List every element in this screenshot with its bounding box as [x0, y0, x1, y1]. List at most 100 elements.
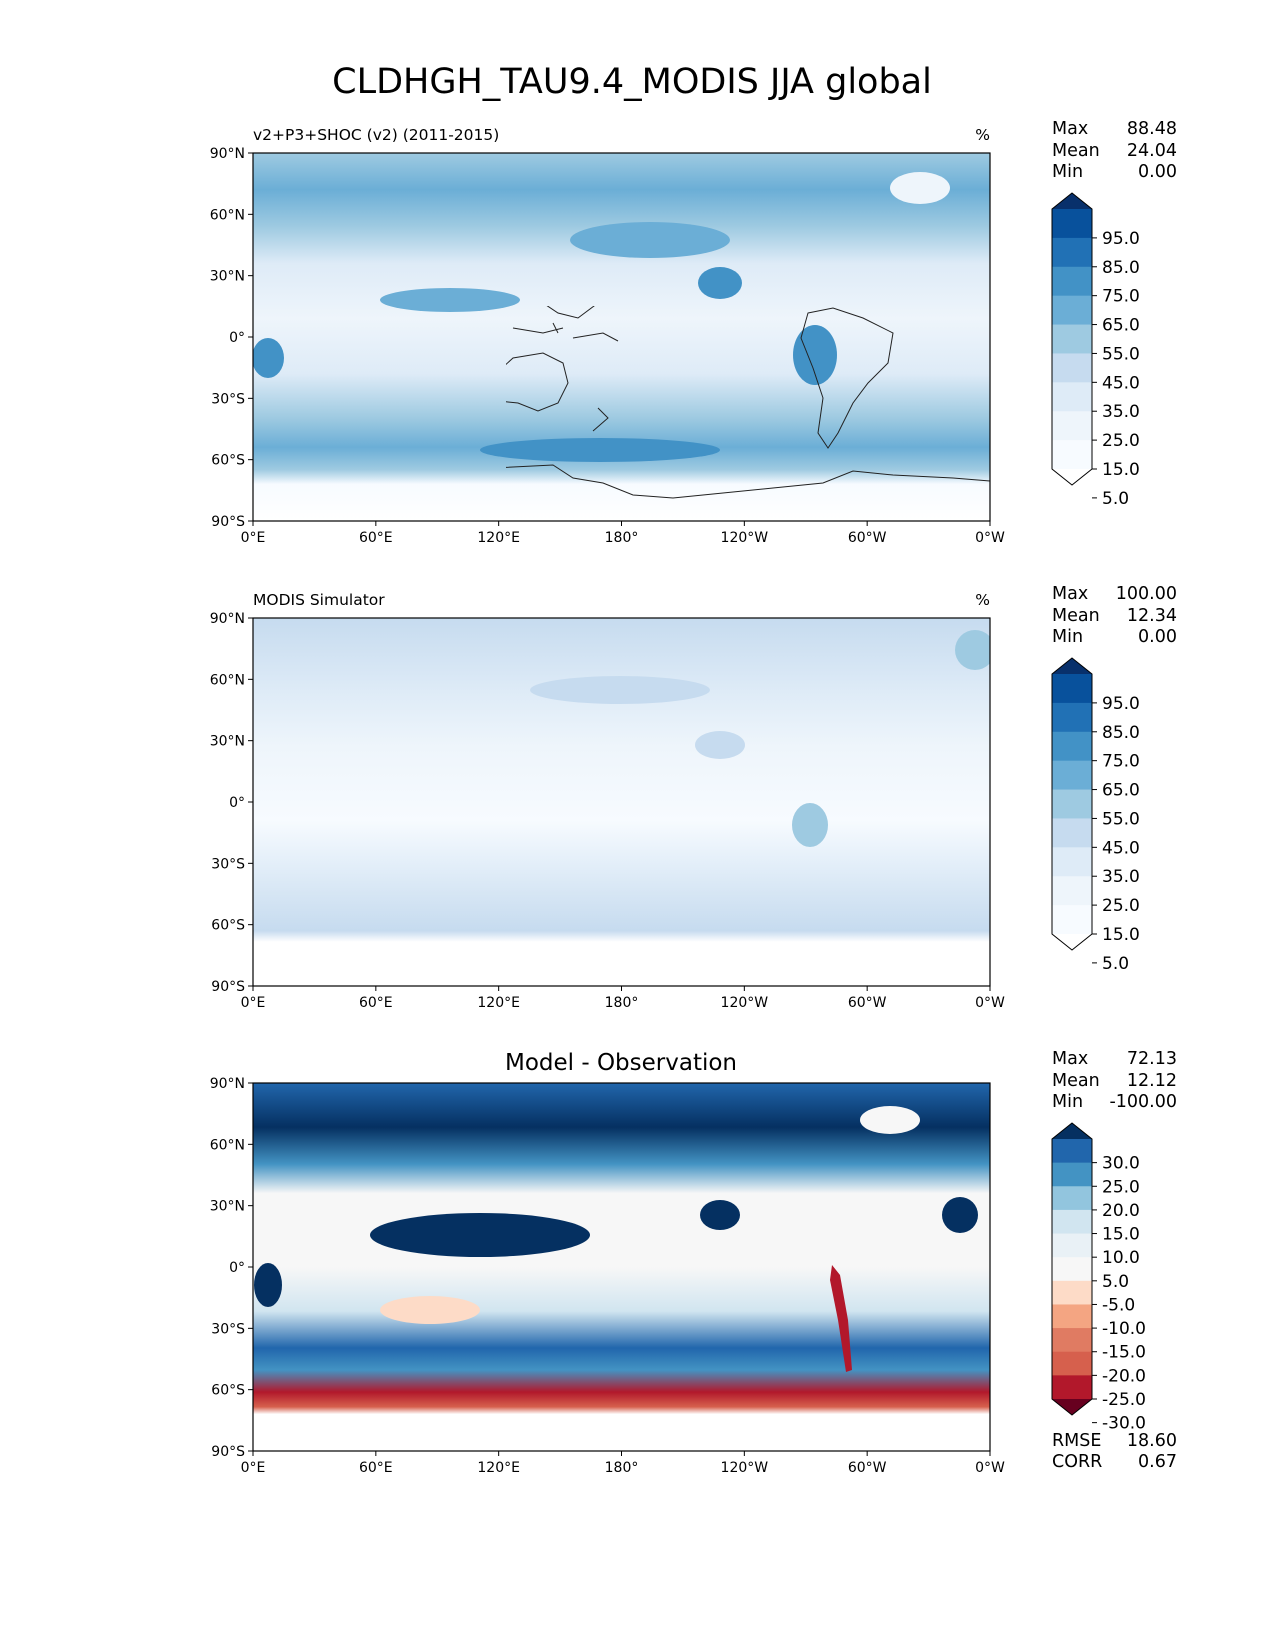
- colorbar-tick-label: 55.0: [1102, 344, 1140, 364]
- stat-label: Min: [1052, 162, 1083, 182]
- field-blob: [530, 676, 710, 704]
- stat-label: Max: [1052, 119, 1088, 139]
- colorbar-segment: [1052, 1139, 1092, 1164]
- colorbar-segment: [1052, 1186, 1092, 1211]
- colorbar-tick-label: 15.0: [1102, 460, 1140, 480]
- colorbar-tick-label: 55.0: [1102, 809, 1140, 829]
- colorbar-tick-label: 25.0: [1102, 1177, 1140, 1197]
- colorbar-tick-label: -5.0: [1102, 1295, 1135, 1315]
- axis-ticks: 0°E 60°E 120°E 180° 120°W 60°W 0°W 90°N 60°N 30°N…: [210, 1076, 1005, 1476]
- figure-title: CLDHGH_TAU9.4_MODIS JJA global: [332, 62, 932, 102]
- colorbar-tick-label: 5.0: [1102, 1272, 1129, 1292]
- x-tick-label: 0°E: [241, 995, 266, 1011]
- y-tick-label: 30°N: [210, 734, 245, 750]
- colorbar-segment: [1052, 731, 1092, 762]
- stat-value: 12.12: [1127, 1071, 1177, 1091]
- field-blob: [955, 630, 990, 670]
- colorbar-tick-label: 45.0: [1102, 838, 1140, 858]
- colorbar-tick-label: 30.0: [1102, 1154, 1140, 1174]
- colorbar-tick-label: 75.0: [1102, 287, 1140, 307]
- colorbar-tick-label: 35.0: [1102, 867, 1140, 887]
- axis-ticks: 0°E 60°E 120°E 180° 120°W 60°W 0°W 90°N 60°N 30°N…: [210, 146, 1005, 546]
- y-tick-label: 60°S: [211, 918, 245, 934]
- y-tick-label: 60°S: [211, 453, 245, 469]
- y-tick-label: 0°: [229, 795, 245, 811]
- colorbar-segment: [1052, 1209, 1092, 1235]
- colorbar-segment: [1052, 760, 1092, 791]
- colorbar-difference: 30.0 25.0 20.0 15.0 10.0 5.0 -5.0 -10.0 -15.0 -20…: [1051, 1122, 1146, 1434]
- field-blob: [890, 172, 950, 204]
- colorbar-segment: [1052, 1257, 1092, 1282]
- colorbar-segment: [1052, 1304, 1092, 1329]
- colorbar-segment: [1052, 1280, 1092, 1305]
- axis-ticks: 0°E 60°E 120°E 180° 120°W 60°W 0°W 90°N 60°N 30°N…: [210, 611, 1005, 1011]
- y-tick-label: 0°: [229, 330, 245, 346]
- colorbar-tick-label: 15.0: [1102, 925, 1140, 945]
- stat-label: Min: [1052, 1092, 1083, 1112]
- colorbar-reference: 95.0 85.0 75.0 65.0 55.0 45.0 35.0 25.0 15.0 5.0: [1051, 657, 1140, 974]
- stat-value: 0.00: [1138, 162, 1177, 182]
- rmse-value: 18.60: [1127, 1431, 1177, 1451]
- colorbar-tick-label: -30.0: [1102, 1414, 1146, 1434]
- y-tick-label: 90°N: [210, 146, 245, 162]
- x-tick-label: 60°W: [848, 530, 887, 546]
- panel-difference-title: Model - Observation: [505, 1050, 737, 1076]
- colorbar-tick-label: 85.0: [1102, 258, 1140, 278]
- map-reference: [253, 618, 990, 986]
- stats-reference: Max 100.00 Mean 12.34 Min 0.00: [1052, 584, 1177, 647]
- stat-value: 0.00: [1138, 627, 1177, 647]
- colorbar-extend-min: [1052, 469, 1092, 485]
- y-tick-label: 30°N: [210, 269, 245, 285]
- colorbar-extend-max: [1052, 1123, 1092, 1139]
- colorbar-segment: [1052, 1162, 1092, 1187]
- x-tick-label: 0°W: [975, 995, 1005, 1011]
- stat-value: 88.48: [1127, 119, 1177, 139]
- colorbar-extend-min: [1052, 1399, 1092, 1415]
- field-difference: [253, 1083, 990, 1451]
- y-tick-label: 90°N: [210, 611, 245, 627]
- field-blob: [942, 1197, 978, 1233]
- colorbar-tick-label: 65.0: [1102, 316, 1140, 336]
- field-reference: [253, 618, 990, 986]
- panel-test: v2+P3+SHOC (v2) (2011-2015) % 0°E 60°E 120…: [210, 119, 1177, 546]
- field-blob: [253, 338, 284, 378]
- colorbar-tick-label: -15.0: [1102, 1343, 1146, 1363]
- panel-reference: MODIS Simulator % 0°E 60°E 120°E 180° 120°W 6…: [210, 584, 1177, 1011]
- colorbar-segment: [1052, 353, 1092, 383]
- x-tick-label: 120°E: [477, 1460, 520, 1476]
- stat-label: Min: [1052, 627, 1083, 647]
- y-tick-label: 90°N: [210, 1076, 245, 1092]
- x-tick-label: 120°W: [721, 995, 769, 1011]
- stat-value: -100.00: [1109, 1092, 1177, 1112]
- field-blob: [695, 731, 745, 759]
- x-tick-label: 180°: [605, 530, 639, 546]
- colorbar-segment: [1052, 905, 1092, 935]
- colorbar-segment: [1052, 266, 1092, 297]
- x-tick-label: 0°E: [241, 1460, 266, 1476]
- rmse-label: RMSE: [1052, 1431, 1101, 1451]
- x-tick-label: 120°W: [721, 1460, 769, 1476]
- stat-label: Max: [1052, 584, 1088, 604]
- stat-label: Mean: [1052, 606, 1100, 626]
- colorbar-segment: [1052, 237, 1092, 268]
- colorbar-tick-label: 25.0: [1102, 896, 1140, 916]
- colorbar-segment: [1052, 440, 1092, 470]
- field-blob: [254, 1263, 282, 1307]
- colorbar-tick-label: -10.0: [1102, 1319, 1146, 1339]
- x-tick-label: 120°E: [477, 530, 520, 546]
- field-blob: [480, 438, 720, 462]
- x-tick-label: 180°: [605, 995, 639, 1011]
- field-blob: [380, 288, 520, 312]
- field-blob: [700, 1200, 740, 1230]
- x-tick-label: 60°W: [848, 995, 887, 1011]
- stat-label: Mean: [1052, 141, 1100, 161]
- stat-label: Max: [1052, 1049, 1088, 1069]
- colorbar-tick-label: 75.0: [1102, 752, 1140, 772]
- field-test: [253, 153, 990, 521]
- panel-reference-title: MODIS Simulator: [253, 591, 385, 609]
- stat-value: 72.13: [1127, 1049, 1177, 1069]
- x-tick-label: 120°E: [477, 995, 520, 1011]
- map-difference: [253, 1083, 990, 1451]
- y-tick-label: 90°S: [211, 514, 245, 530]
